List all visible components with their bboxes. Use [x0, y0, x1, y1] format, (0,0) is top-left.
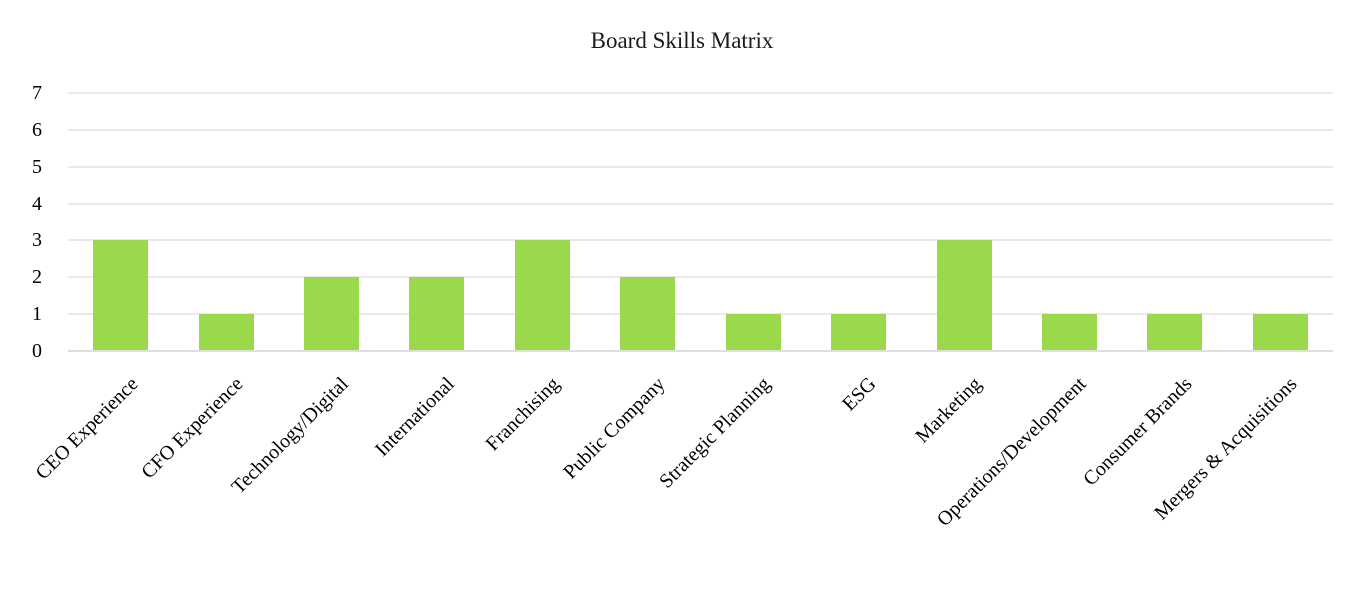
x-category-label: Public Company [559, 373, 670, 484]
bar [620, 277, 676, 351]
x-category-label: Strategic Planning [655, 373, 775, 493]
y-tick-label: 3 [32, 229, 42, 252]
y-tick-label: 4 [32, 192, 42, 215]
x-category-label: CFO Experience [137, 373, 248, 484]
bar [1041, 314, 1097, 351]
gridline [68, 239, 1333, 242]
bar [1252, 314, 1308, 351]
y-tick-label: 2 [32, 266, 42, 289]
x-category-label: Consumer Brands [1079, 373, 1197, 491]
bar [936, 240, 992, 351]
plot-area [68, 92, 1333, 352]
x-axis-line [68, 350, 1333, 352]
bar [1147, 314, 1203, 351]
bar [198, 314, 254, 351]
y-tick-label: 0 [32, 340, 42, 362]
chart-title: Board Skills Matrix [590, 28, 774, 53]
x-category-label: Franchising [481, 373, 564, 456]
x-category-label: Marketing [911, 373, 986, 448]
y-tick-label: 1 [32, 303, 42, 326]
gridline [68, 276, 1333, 279]
bar [725, 314, 781, 351]
bar [409, 277, 465, 351]
x-category-label: ESG [837, 373, 881, 416]
gridline [68, 92, 1333, 94]
x-category-label: Technology/Digital [227, 373, 354, 499]
gridline [68, 202, 1333, 205]
bar [514, 240, 570, 351]
gridline [68, 165, 1333, 168]
gridline [68, 128, 1333, 131]
gridline [68, 313, 1333, 316]
y-tick-label: 7 [32, 82, 42, 104]
bar [831, 314, 887, 351]
bar [93, 240, 149, 351]
y-tick-label: 6 [32, 118, 42, 141]
x-category-label: International [370, 373, 459, 461]
bar [304, 277, 360, 351]
x-category-label: CEO Experience [31, 373, 143, 484]
y-tick-label: 5 [32, 155, 42, 178]
